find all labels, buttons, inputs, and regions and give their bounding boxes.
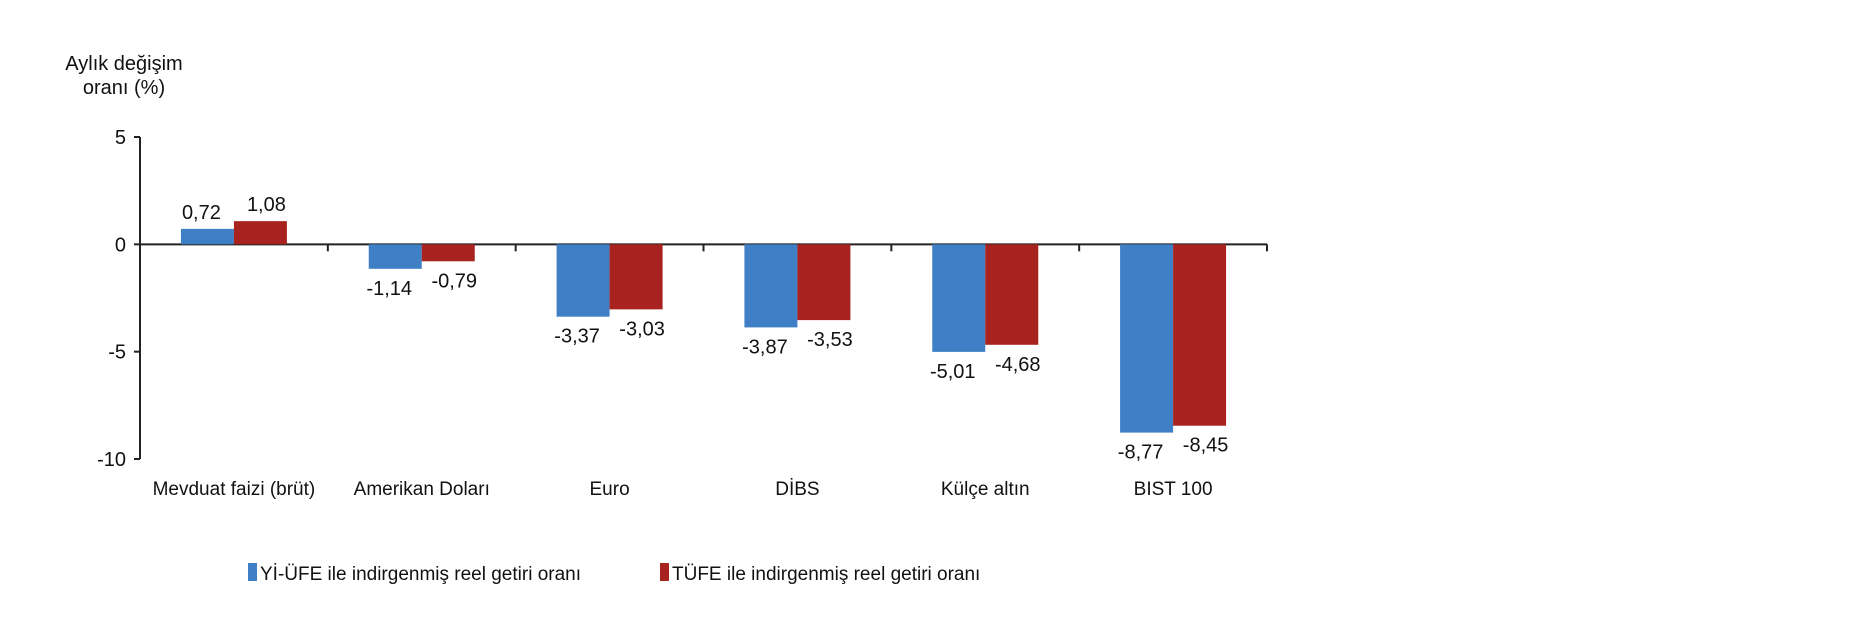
bar-yi-ufe bbox=[932, 244, 986, 352]
bar-yi-ufe bbox=[368, 244, 422, 269]
bar-tufe bbox=[233, 221, 287, 245]
bar-tufe bbox=[609, 244, 663, 310]
data-label: -3,37 bbox=[554, 326, 600, 348]
data-label: -1,14 bbox=[366, 278, 412, 300]
x-tick-label: Euro bbox=[590, 479, 630, 500]
bar-yi-ufe bbox=[1120, 244, 1174, 433]
y-axis-title-line1: Aylık değişim bbox=[65, 53, 182, 75]
data-label: -0,79 bbox=[431, 270, 477, 292]
data-label: -3,53 bbox=[807, 329, 853, 351]
data-label: -3,87 bbox=[742, 336, 788, 358]
legend-swatch bbox=[248, 563, 257, 581]
x-tick-label: Mevduat faizi (brüt) bbox=[153, 479, 316, 500]
bar-yi-ufe bbox=[556, 244, 610, 317]
y-tick-label: -10 bbox=[97, 449, 126, 471]
legend-label: TÜFE ile indirgenmiş reel getiri oranı bbox=[672, 564, 980, 585]
legend-swatch bbox=[660, 563, 669, 581]
data-label: -4,68 bbox=[995, 354, 1041, 376]
bar-tufe bbox=[1173, 244, 1227, 426]
bar-yi-ufe bbox=[180, 228, 234, 245]
y-axis-title-line2: oranı (%) bbox=[83, 77, 165, 99]
bar-tufe bbox=[421, 244, 475, 262]
y-tick-label: -5 bbox=[108, 342, 126, 364]
data-label: 0,72 bbox=[182, 202, 221, 224]
legend-label: Yİ-ÜFE ile indirgenmiş reel getiri oranı bbox=[260, 564, 581, 585]
bar-tufe bbox=[985, 244, 1039, 345]
data-label: -3,03 bbox=[619, 318, 665, 340]
data-label: 1,08 bbox=[247, 194, 286, 216]
bar-yi-ufe bbox=[744, 244, 798, 328]
data-label: -8,77 bbox=[1118, 442, 1164, 464]
y-tick-label: 0 bbox=[115, 234, 126, 256]
x-tick-label: Amerikan Doları bbox=[354, 479, 490, 500]
data-label: -5,01 bbox=[930, 361, 976, 383]
y-tick-label: 5 bbox=[115, 127, 126, 149]
x-tick-label: DİBS bbox=[775, 479, 819, 500]
data-label: -8,45 bbox=[1183, 435, 1229, 457]
x-tick-label: BIST 100 bbox=[1134, 479, 1213, 500]
bar-tufe bbox=[797, 244, 851, 321]
x-tick-label: Külçe altın bbox=[941, 479, 1030, 500]
